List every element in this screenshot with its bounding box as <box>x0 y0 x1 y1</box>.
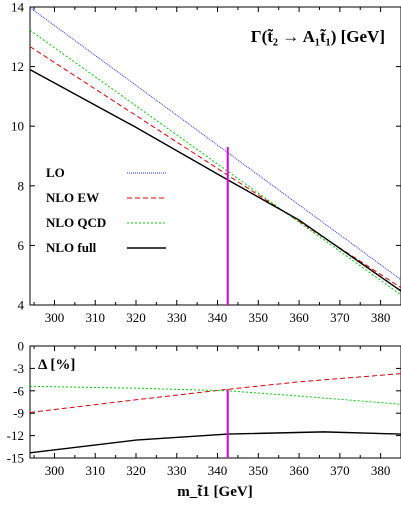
bottom-xtick-label: 370 <box>330 463 350 478</box>
bottom-series-nlo-qcd <box>29 385 401 405</box>
top-xtick-label: 300 <box>45 310 65 325</box>
top-xtick-label: 360 <box>289 310 309 325</box>
top-xtick-label: 330 <box>167 310 187 325</box>
top-xtick-label: 320 <box>126 310 146 325</box>
bottom-series-nlo-ew <box>29 373 401 413</box>
top-xtick-label: 310 <box>85 310 105 325</box>
top-series-nlo-full <box>29 68 401 292</box>
top-xtick-label: 380 <box>371 310 391 325</box>
bottom-xtick-label: 350 <box>249 463 269 478</box>
top-series-nlo-qcd <box>29 29 401 296</box>
legend-label-nlo-qcd: NLO QCD <box>46 215 106 230</box>
top-ytick-label: 12 <box>11 59 24 74</box>
bottom-series-nlo-full <box>29 431 401 454</box>
top-axis-ticks: 300 310 320 330 340 350 360 370 380 4 6 8 10 12 14 <box>11 0 401 325</box>
bottom-ytick-label: -9 <box>13 406 24 421</box>
bottom-xtick-label: 330 <box>167 463 187 478</box>
top-chart-title: Γ(t̃₂ → A₁t̃₁) [GeV] <box>251 27 385 46</box>
top-ytick-label: 6 <box>18 238 25 253</box>
legend-label-lo: LO <box>46 165 65 180</box>
bottom-ytick-label: -15 <box>7 451 24 466</box>
bottom-xlabel: m_t̃1 [GeV] <box>177 484 252 500</box>
bottom-plot-frame <box>29 345 401 459</box>
top-ytick-label: 10 <box>11 119 24 134</box>
top-plot-frame <box>29 6 401 306</box>
top-series-lo <box>29 7 401 281</box>
bottom-ytick-label: -12 <box>7 428 24 443</box>
bottom-axis-ticks: 300 310 320 330 340 350 360 370 380 0 -3 -6 -9 -12 -15 <box>7 339 401 478</box>
bottom-xtick-label: 300 <box>45 463 65 478</box>
bottom-xtick-label: 380 <box>371 463 391 478</box>
legend-label-nlo-ew: NLO EW <box>46 190 99 205</box>
legend-label-nlo-full: NLO full <box>46 240 97 255</box>
bottom-xtick-label: 360 <box>289 463 309 478</box>
bottom-xtick-label: 310 <box>85 463 105 478</box>
bottom-xtick-label: 320 <box>126 463 146 478</box>
bottom-series-group <box>29 373 401 454</box>
bottom-ytick-label: -6 <box>13 383 24 398</box>
bottom-ytick-label: -3 <box>13 361 24 376</box>
top-xtick-label: 350 <box>249 310 269 325</box>
top-ytick-label: 14 <box>11 0 25 15</box>
top-xtick-label: 340 <box>208 310 228 325</box>
top-xtick-label: 370 <box>330 310 350 325</box>
bottom-ytick-label: 0 <box>18 339 25 354</box>
legend: LO NLO EW NLO QCD NLO full <box>46 165 166 255</box>
top-ytick-label: 8 <box>18 178 25 193</box>
bottom-xtick-label: 340 <box>208 463 228 478</box>
bottom-ylabel: Δ [%] <box>38 357 75 373</box>
top-ytick-label: 4 <box>18 298 25 313</box>
